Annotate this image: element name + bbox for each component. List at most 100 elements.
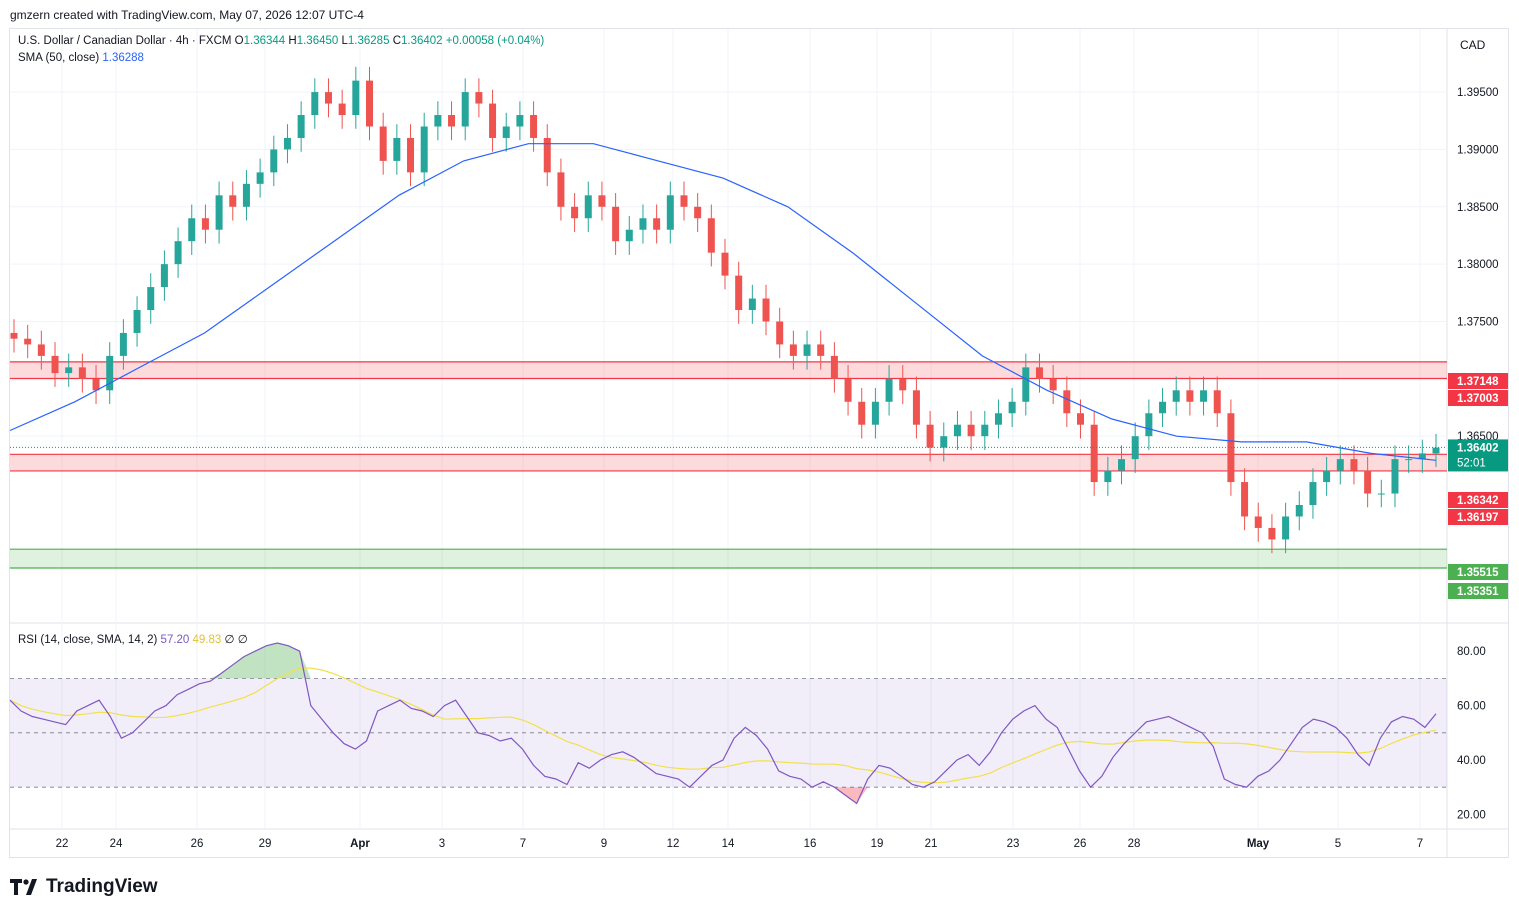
time-tick-label: 26 <box>1074 838 1087 850</box>
sma-legend[interactable]: SMA (50, close) 1.36288 <box>18 52 144 64</box>
candle-body <box>366 80 373 127</box>
candle-body <box>707 218 715 253</box>
candle-body <box>201 218 209 230</box>
candle-body <box>434 115 442 127</box>
candle-body <box>1241 482 1249 517</box>
candle-body <box>530 115 538 138</box>
candle-body <box>475 92 483 104</box>
candle-body <box>10 332 18 339</box>
candle-body <box>1295 505 1303 517</box>
rsi-legend[interactable]: RSI (14, close, SMA, 14, 2) 57.20 49.83 … <box>18 632 248 646</box>
candle-body <box>1227 413 1235 483</box>
candle-body <box>502 126 510 138</box>
candle-body <box>461 92 469 127</box>
time-tick-label: 29 <box>259 838 272 850</box>
candle-body <box>78 367 86 379</box>
rsi-oversold-fill <box>845 787 857 804</box>
candle-body <box>283 137 291 150</box>
rsi-value: 57.20 <box>160 634 190 646</box>
candle-body <box>1282 516 1290 540</box>
time-tick-label: 5 <box>1335 838 1341 850</box>
zone-price-label: 1.35351 <box>1457 586 1499 598</box>
time-tick-label: 7 <box>1417 838 1423 850</box>
rsi-tick-label: 60.00 <box>1457 701 1486 713</box>
candle-body <box>489 103 497 138</box>
candle-body <box>1213 390 1221 414</box>
candle-body <box>571 206 579 219</box>
chart-frame <box>9 28 1509 858</box>
time-tick-label: 24 <box>110 838 123 850</box>
candle-body <box>1145 413 1153 437</box>
candle-body <box>1063 390 1071 414</box>
time-tick-label: Apr <box>350 838 370 850</box>
candle-body <box>1077 413 1084 425</box>
candle-body <box>694 206 702 219</box>
zone-label-bg <box>1448 564 1508 580</box>
time-tick-label: 12 <box>667 838 680 850</box>
candle-body <box>844 378 852 402</box>
candle-body <box>967 424 975 437</box>
candle-body <box>1254 516 1262 528</box>
last-price-label: 1.36402 <box>1457 442 1499 454</box>
rsi-label: RSI (14, close, SMA, 14, 2) <box>18 634 158 646</box>
candle-body <box>1309 482 1317 506</box>
time-tick-label: 7 <box>520 838 526 850</box>
candle-body <box>1418 453 1426 460</box>
candle-body <box>160 264 168 288</box>
rsi-band-fill <box>10 678 1447 788</box>
zone-resistance-0 <box>10 361 1447 379</box>
rsi-overbought-fill <box>288 645 300 679</box>
candle-body <box>147 287 155 311</box>
tradingview-brand: TradingView <box>46 876 158 897</box>
candle-body <box>639 218 647 230</box>
last-price-bg <box>1448 439 1508 472</box>
candle-body <box>256 172 264 184</box>
candle-body <box>817 344 825 356</box>
candle-body <box>953 424 961 437</box>
rsi-ma-value: 49.83 <box>192 634 222 646</box>
candle-body <box>885 378 893 402</box>
zone-price-label: 1.37003 <box>1457 393 1499 405</box>
zone-label-bg <box>1448 509 1508 525</box>
zone-price-label: 1.35515 <box>1457 567 1499 579</box>
candle-body <box>324 92 332 104</box>
ohlc-change: +0.00058 (+0.04%) <box>445 35 545 47</box>
sma-label: SMA (50, close) <box>18 52 100 64</box>
symbol-legend[interactable]: U.S. Dollar / Canadian Dollar · 4h · FXC… <box>18 35 544 47</box>
candle-body <box>1323 470 1331 483</box>
rsi-overbought-fill <box>277 643 289 679</box>
zone-label-bg <box>1448 492 1508 508</box>
candle-body <box>37 344 45 356</box>
ohlc-close-label: C <box>392 35 401 47</box>
currency-label[interactable]: CAD <box>1460 38 1486 52</box>
rsi-overbought-fill <box>266 643 278 679</box>
candle-body <box>393 137 401 161</box>
candle-body <box>516 115 524 127</box>
time-tick-label: May <box>1247 838 1270 850</box>
candle-body <box>940 436 948 448</box>
candle-body <box>65 367 73 374</box>
zone-label-bg <box>1448 373 1508 389</box>
candle-body <box>1008 401 1016 414</box>
candle-body <box>270 149 278 173</box>
zone-label-bg <box>1448 390 1508 406</box>
candle-body <box>858 401 866 425</box>
time-tick-label: 26 <box>191 838 204 850</box>
candle-body <box>1405 459 1413 461</box>
candle-body <box>926 424 934 448</box>
ohlc-close: 1.36402 <box>401 35 443 47</box>
candle-body <box>598 195 606 207</box>
zone-price-label: 1.36197 <box>1457 512 1499 524</box>
candle-body <box>1118 459 1126 471</box>
rsi-tick-label: 40.00 <box>1457 755 1486 767</box>
ohlc-open-label: O <box>234 35 244 47</box>
candle-body <box>1200 390 1208 402</box>
time-tick-label: 3 <box>439 838 445 850</box>
candle-body <box>1022 367 1030 402</box>
candle-body <box>1104 470 1112 483</box>
candle-body <box>899 378 907 391</box>
candle-body <box>789 344 797 356</box>
time-tick-label: 14 <box>722 838 735 850</box>
candle-body <box>1350 459 1358 471</box>
